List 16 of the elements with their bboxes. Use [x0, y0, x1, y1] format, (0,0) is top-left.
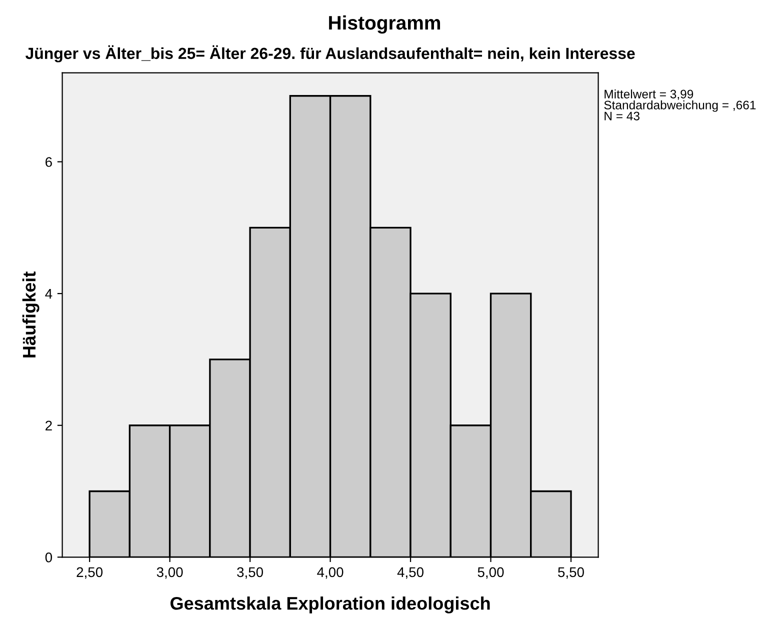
x-tick-label: 5,50 [558, 567, 584, 579]
y-tick-label: 4 [45, 289, 52, 299]
y-tick-label: 0 [45, 552, 52, 562]
y-tick-label: 6 [46, 157, 52, 167]
x-tick-label: 3,50 [237, 567, 264, 579]
chart-title: Histogramm [329, 15, 440, 34]
x-axis-title: Gesamtskala Exploration ideologisch [170, 596, 490, 614]
x-tick-label: 4,00 [317, 567, 344, 579]
x-tick-label: 2,50 [76, 567, 103, 579]
y-axis-title: Häufigkeit [22, 272, 40, 358]
x-tick-label: 5,00 [478, 567, 504, 579]
x-tick-label: 4,50 [397, 567, 424, 579]
text: Mittelwert = 3,99 Standardabweichung = ,661 N = 43 [604, 89, 756, 120]
chart-subtitle: Jünger vs Älter_bis 25= Älter 26-29. für Auslandsaufenthalt= nein, kein Interesse [25, 45, 635, 62]
y-tick-label: 2 [46, 420, 52, 430]
x-tick-label: 3,00 [156, 567, 183, 579]
